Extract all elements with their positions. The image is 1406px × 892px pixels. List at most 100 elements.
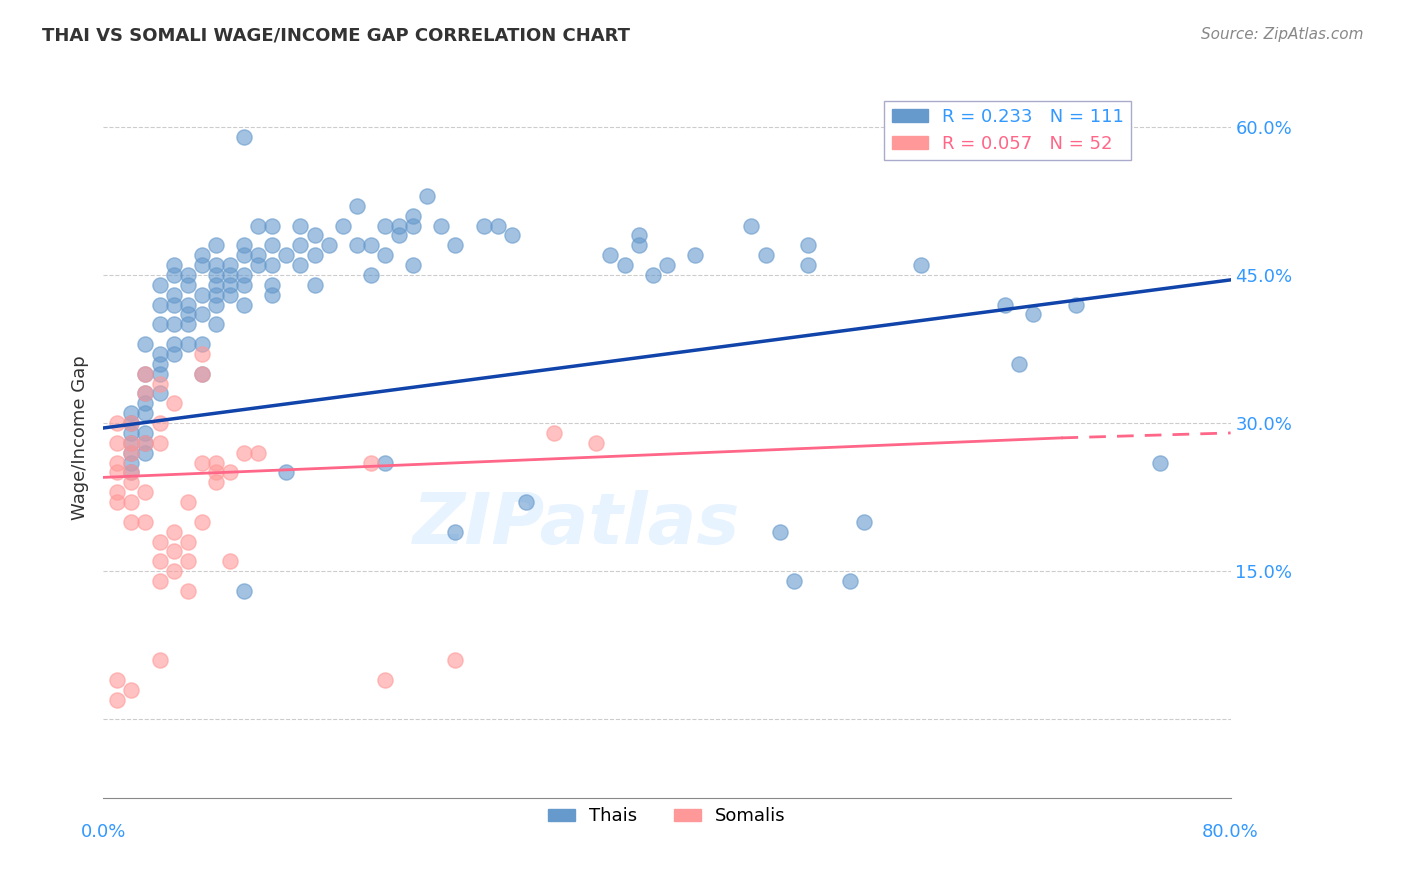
- Point: [304, 248, 326, 262]
- Point: [120, 435, 142, 450]
- Point: [276, 466, 298, 480]
- Point: [176, 583, 198, 598]
- Point: [176, 277, 198, 292]
- Point: [233, 129, 256, 144]
- Point: [120, 682, 142, 697]
- Point: [346, 238, 368, 252]
- Point: [191, 337, 214, 351]
- Point: [148, 376, 170, 391]
- Point: [641, 268, 664, 282]
- Point: [148, 357, 170, 371]
- Point: [444, 238, 467, 252]
- Point: [176, 337, 198, 351]
- Point: [176, 495, 198, 509]
- Point: [233, 248, 256, 262]
- Point: [162, 268, 184, 282]
- Point: [191, 367, 214, 381]
- Point: [515, 495, 537, 509]
- Point: [1149, 456, 1171, 470]
- Point: [262, 258, 284, 272]
- Point: [134, 367, 156, 381]
- Point: [148, 347, 170, 361]
- Point: [148, 386, 170, 401]
- Point: [627, 228, 650, 243]
- Point: [304, 277, 326, 292]
- Point: [247, 258, 270, 272]
- Point: [105, 495, 128, 509]
- Point: [205, 297, 228, 311]
- Point: [472, 219, 495, 233]
- Point: [585, 435, 607, 450]
- Point: [444, 653, 467, 667]
- Point: [430, 219, 453, 233]
- Point: [205, 318, 228, 332]
- Point: [290, 219, 312, 233]
- Point: [162, 318, 184, 332]
- Point: [191, 456, 214, 470]
- Point: [783, 574, 806, 588]
- Point: [205, 268, 228, 282]
- Point: [162, 564, 184, 578]
- Point: [134, 386, 156, 401]
- Point: [402, 258, 425, 272]
- Point: [233, 277, 256, 292]
- Point: [219, 258, 242, 272]
- Point: [346, 199, 368, 213]
- Point: [162, 347, 184, 361]
- Legend: Thais, Somalis: Thais, Somalis: [541, 800, 793, 832]
- Point: [501, 228, 523, 243]
- Point: [176, 554, 198, 568]
- Point: [162, 297, 184, 311]
- Point: [205, 466, 228, 480]
- Point: [388, 228, 411, 243]
- Point: [262, 287, 284, 301]
- Text: ZIPatlas: ZIPatlas: [413, 490, 741, 559]
- Point: [205, 238, 228, 252]
- Point: [105, 435, 128, 450]
- Point: [994, 297, 1017, 311]
- Point: [120, 416, 142, 430]
- Point: [233, 583, 256, 598]
- Point: [134, 425, 156, 440]
- Point: [219, 268, 242, 282]
- Point: [374, 673, 396, 687]
- Point: [839, 574, 862, 588]
- Point: [205, 475, 228, 490]
- Point: [219, 466, 242, 480]
- Point: [105, 416, 128, 430]
- Point: [148, 435, 170, 450]
- Point: [191, 258, 214, 272]
- Point: [360, 268, 382, 282]
- Point: [754, 248, 776, 262]
- Point: [134, 337, 156, 351]
- Point: [290, 238, 312, 252]
- Point: [120, 466, 142, 480]
- Point: [191, 287, 214, 301]
- Point: [543, 425, 565, 440]
- Point: [162, 287, 184, 301]
- Point: [176, 534, 198, 549]
- Point: [148, 367, 170, 381]
- Point: [276, 248, 298, 262]
- Point: [134, 435, 156, 450]
- Point: [290, 258, 312, 272]
- Point: [374, 219, 396, 233]
- Point: [134, 435, 156, 450]
- Point: [134, 367, 156, 381]
- Point: [162, 258, 184, 272]
- Point: [148, 653, 170, 667]
- Point: [120, 495, 142, 509]
- Point: [120, 425, 142, 440]
- Point: [374, 248, 396, 262]
- Point: [599, 248, 621, 262]
- Point: [444, 524, 467, 539]
- Point: [134, 446, 156, 460]
- Point: [191, 367, 214, 381]
- Point: [205, 258, 228, 272]
- Point: [120, 416, 142, 430]
- Text: THAI VS SOMALI WAGE/INCOME GAP CORRELATION CHART: THAI VS SOMALI WAGE/INCOME GAP CORRELATI…: [42, 27, 630, 45]
- Point: [910, 258, 932, 272]
- Point: [120, 466, 142, 480]
- Point: [134, 386, 156, 401]
- Point: [120, 406, 142, 420]
